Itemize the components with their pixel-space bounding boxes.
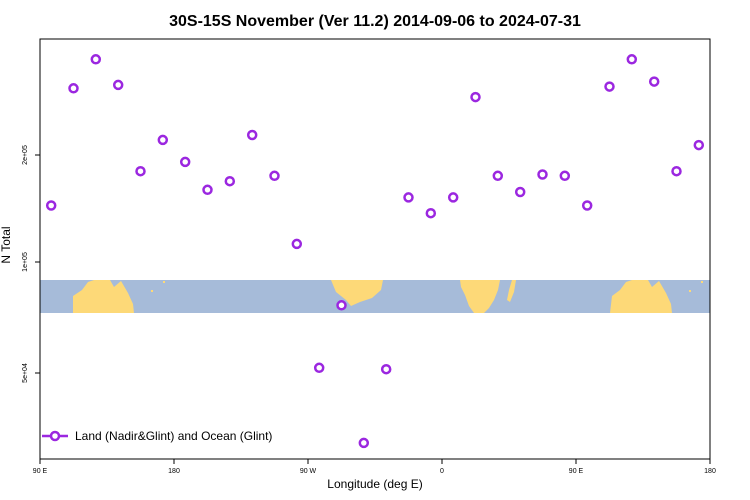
- data-point: [403, 192, 414, 203]
- legend: Land (Nadir&Glint) and Ocean (Glint): [42, 429, 272, 443]
- x-tick-label: 90 E: [569, 468, 584, 475]
- landmass-australia: [73, 280, 134, 313]
- y-tick-label: 5e+04: [22, 363, 29, 383]
- legend-marker: [49, 430, 61, 442]
- data-point: [358, 437, 370, 449]
- data-point: [537, 169, 548, 180]
- data-point: [693, 139, 705, 151]
- x-tick-labels: 90 E 180 90 W 0 90 E 180: [33, 468, 716, 475]
- x-axis-title: Longitude (deg E): [327, 477, 422, 491]
- chart-title: 30S-15S November (Ver 11.2) 2014-09-06 t…: [169, 13, 581, 30]
- landmass-madagascar: [507, 280, 516, 302]
- series-points: [45, 54, 705, 449]
- data-point: [90, 54, 102, 65]
- landmass-islet: [163, 281, 165, 283]
- data-point: [380, 363, 392, 375]
- data-point: [492, 170, 504, 182]
- data-point: [336, 300, 347, 311]
- data-point: [246, 129, 258, 141]
- data-point: [447, 192, 459, 203]
- y-tick-label: 1e+05: [22, 252, 29, 272]
- data-point: [202, 184, 213, 196]
- data-point: [313, 362, 325, 374]
- data-point: [425, 207, 437, 219]
- landmass-africa: [460, 280, 500, 313]
- data-point: [559, 170, 571, 182]
- world-map-strip: [40, 280, 710, 313]
- data-point: [626, 54, 638, 65]
- data-point: [179, 156, 191, 168]
- y-axis-title: N Total: [0, 226, 13, 263]
- x-axis: [39, 459, 711, 464]
- landmass-islet: [151, 290, 153, 292]
- data-point: [604, 81, 615, 92]
- data-point: [581, 200, 593, 211]
- y-axis: [35, 154, 40, 374]
- x-tick-label: 180: [168, 468, 180, 475]
- data-point: [671, 165, 682, 177]
- landmass-south-america: [331, 280, 383, 306]
- x-tick-label: 90 W: [300, 468, 317, 475]
- data-point: [291, 238, 303, 250]
- data-point: [224, 175, 236, 187]
- y-tick-label: 2e+05: [22, 145, 29, 165]
- data-point: [648, 76, 660, 87]
- x-tick-label: 90 E: [33, 468, 48, 475]
- plot-frame: [39, 38, 711, 460]
- x-tick-label: 180: [704, 468, 716, 475]
- legend-label: Land (Nadir&Glint) and Ocean (Glint): [75, 429, 272, 443]
- landmass-australia: [610, 280, 672, 313]
- data-point: [45, 200, 57, 211]
- data-point: [135, 165, 146, 177]
- landmass-islet: [689, 290, 691, 292]
- data-point: [157, 134, 169, 146]
- data-point: [68, 83, 79, 94]
- data-point: [112, 79, 124, 91]
- landmass-islet: [701, 281, 703, 283]
- y-tick-labels: 5e+04 1e+05 2e+05: [22, 145, 29, 383]
- data-point: [269, 170, 280, 182]
- data-point: [514, 186, 526, 198]
- x-tick-label: 0: [440, 468, 444, 475]
- data-point: [470, 91, 481, 103]
